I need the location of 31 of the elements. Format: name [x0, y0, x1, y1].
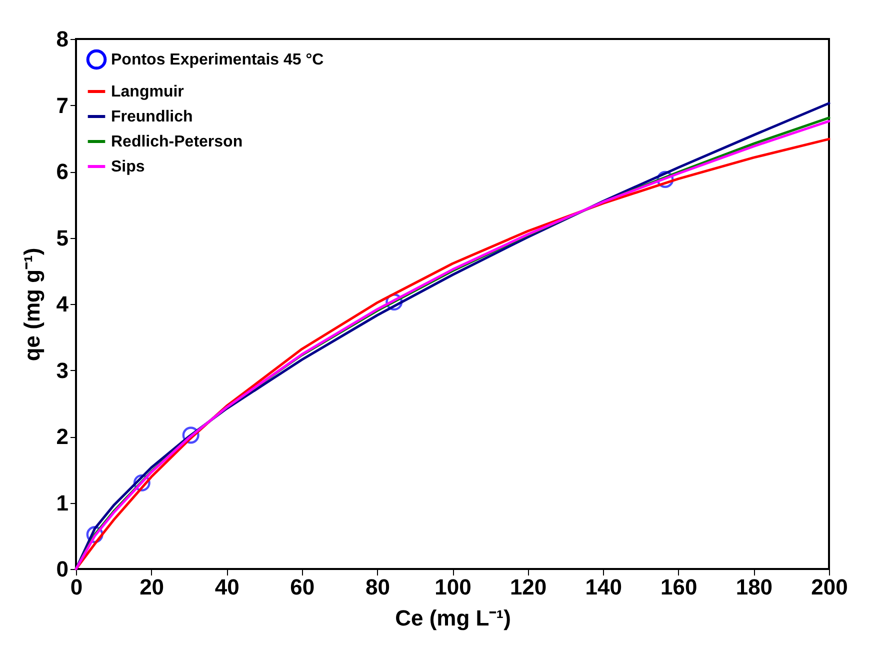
point [386, 294, 403, 311]
x-tick-label: 180 [736, 574, 773, 600]
x-tick-label: 120 [510, 574, 547, 600]
x-tick-label: 80 [365, 574, 390, 600]
x-tick-label: 60 [290, 574, 315, 600]
y-tick-label: 4 [56, 292, 70, 316]
x-tick-label: 40 [214, 574, 240, 600]
legend-label: Sips [111, 158, 145, 176]
y-axis-title: qe (mg g⁻¹) [19, 248, 44, 362]
y-tick-label: 1 [56, 490, 68, 516]
y-tick-label: 3 [56, 358, 68, 383]
x-tick-label: 100 [434, 574, 472, 600]
y-tick-label: 6 [56, 159, 68, 184]
x-tick-label: 200 [811, 574, 848, 600]
point [656, 170, 674, 188]
y-tick-label: 8 [56, 26, 68, 52]
legend-label: Langmuir [111, 84, 184, 100]
y-tick-label: 2 [56, 424, 68, 449]
y-tick-label: 0 [56, 556, 68, 582]
legend-label: Redlich-Peterson [111, 134, 243, 150]
legend-label: Freundlich [111, 108, 193, 126]
y-tick-label: 7 [56, 92, 68, 118]
legend-label: Pontos Experimentais 45 °C [111, 52, 324, 68]
point [133, 474, 150, 492]
point [182, 426, 200, 444]
x-tick-label: 160 [660, 574, 698, 600]
x-tick-label: 140 [585, 574, 622, 600]
point [86, 526, 104, 544]
x-axis-title: Ce (mg L⁻¹) [395, 606, 511, 630]
y-tick-label: 5 [56, 225, 68, 250]
x-tick-label: 20 [140, 574, 164, 600]
